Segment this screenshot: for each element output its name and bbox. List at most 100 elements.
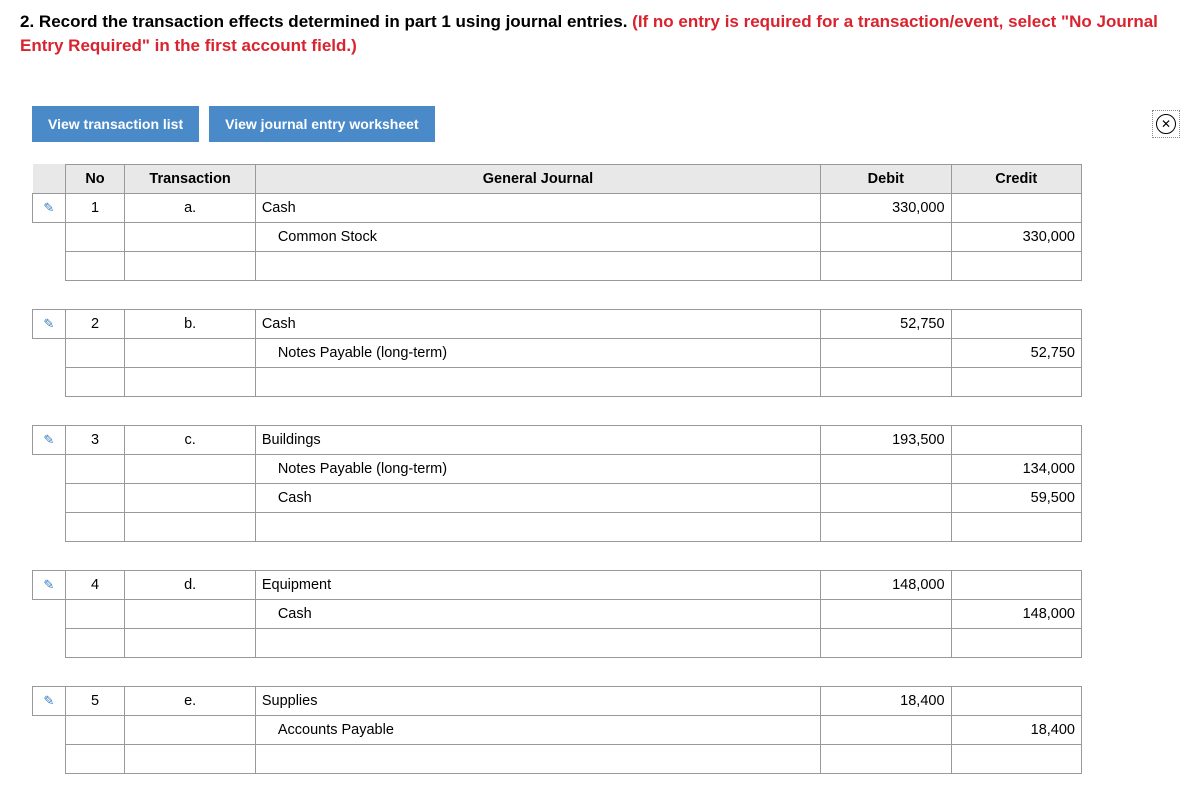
transaction-cell: b. [125,309,255,338]
blank-cell [65,628,125,657]
no-cell: 5 [65,686,125,715]
blank-cell [951,367,1081,396]
account-cell[interactable]: Cash [255,309,820,338]
blank-cell [125,744,255,773]
credit-cell[interactable]: 148,000 [951,599,1081,628]
credit-cell[interactable] [951,193,1081,222]
transaction-cell [125,454,255,483]
transaction-cell: e. [125,686,255,715]
debit-cell[interactable] [821,715,951,744]
edit-cell[interactable]: ✎ [33,425,66,454]
table-row: ✎ 5e.Supplies18,400 [33,686,1082,715]
transaction-cell [125,338,255,367]
credit-cell[interactable] [951,686,1081,715]
account-cell[interactable]: Cash [255,193,820,222]
blank-cell [65,512,125,541]
credit-cell[interactable]: 59,500 [951,483,1081,512]
header-row: No Transaction General Journal Debit Cre… [33,164,1082,193]
debit-cell[interactable]: 18,400 [821,686,951,715]
account-cell[interactable]: Accounts Payable [255,715,820,744]
blank-cell [255,628,820,657]
edit-cell[interactable]: ✎ [33,309,66,338]
debit-cell[interactable]: 148,000 [821,570,951,599]
table-row: Common Stock 330,000 [33,222,1082,251]
spacer-row [33,396,1082,425]
pencil-icon: ✎ [43,432,54,447]
credit-cell[interactable] [951,570,1081,599]
debit-cell[interactable] [821,222,951,251]
no-cell: 2 [65,309,125,338]
edit-cell-empty [33,222,66,251]
journal-table-wrap: No Transaction General Journal Debit Cre… [32,164,1180,774]
instruction-text: 2. Record the transaction effects determ… [20,10,1180,58]
account-cell[interactable]: Equipment [255,570,820,599]
blank-cell [33,367,66,396]
debit-cell[interactable]: 52,750 [821,309,951,338]
table-row: Notes Payable (long-term) 52,750 [33,338,1082,367]
debit-cell[interactable]: 330,000 [821,193,951,222]
blank-cell [821,628,951,657]
blank-cell [951,628,1081,657]
transaction-cell [125,483,255,512]
no-cell [65,222,125,251]
account-cell[interactable]: Buildings [255,425,820,454]
blank-cell [821,251,951,280]
debit-cell[interactable] [821,454,951,483]
account-cell[interactable]: Notes Payable (long-term) [255,454,820,483]
credit-cell[interactable] [951,425,1081,454]
table-row: Notes Payable (long-term) 134,000 [33,454,1082,483]
table-row: ✎4d.Equipment148,000 [33,570,1082,599]
debit-cell[interactable] [821,483,951,512]
edit-cell[interactable]: ✎ [33,193,66,222]
instruction-number: 2. [20,12,34,31]
instruction-body: Record the transaction effects determine… [34,12,632,31]
credit-cell[interactable]: 18,400 [951,715,1081,744]
credit-cell[interactable]: 134,000 [951,454,1081,483]
spacer-row [33,280,1082,309]
debit-cell[interactable] [821,338,951,367]
no-cell: 3 [65,425,125,454]
debit-cell[interactable] [821,599,951,628]
blank-cell [255,744,820,773]
blank-cell [255,512,820,541]
pencil-icon: ✎ [43,693,54,708]
header-general-journal: General Journal [255,164,820,193]
table-row-blank [33,512,1082,541]
debit-cell[interactable]: 193,500 [821,425,951,454]
blank-cell [33,251,66,280]
close-button[interactable]: ✕ [1152,110,1180,138]
credit-cell[interactable]: 330,000 [951,222,1081,251]
transaction-cell [125,599,255,628]
account-cell[interactable]: Notes Payable (long-term) [255,338,820,367]
table-row: ✎ 2b.Cash52,750 [33,309,1082,338]
no-cell: 1 [65,193,125,222]
account-cell[interactable]: Supplies [255,686,820,715]
edit-cell-empty [33,599,66,628]
no-cell [65,338,125,367]
blank-cell [821,744,951,773]
blank-cell [33,744,66,773]
no-cell [65,715,125,744]
edit-cell-empty [33,338,66,367]
transaction-cell [125,715,255,744]
blank-cell [821,512,951,541]
account-cell[interactable]: Cash [255,483,820,512]
blank-cell [951,512,1081,541]
transaction-cell: d. [125,570,255,599]
account-cell[interactable]: Cash [255,599,820,628]
edit-cell-empty [33,483,66,512]
view-journal-worksheet-button[interactable]: View journal entry worksheet [209,106,434,142]
header-credit: Credit [951,164,1081,193]
edit-cell[interactable]: ✎ [33,686,66,715]
table-row: Cash 148,000 [33,599,1082,628]
account-cell[interactable]: Common Stock [255,222,820,251]
edit-cell-empty [33,715,66,744]
journal-table: No Transaction General Journal Debit Cre… [32,164,1082,774]
view-transaction-list-button[interactable]: View transaction list [32,106,199,142]
credit-cell[interactable] [951,309,1081,338]
pencil-icon: ✎ [43,316,54,331]
button-row: View transaction list View journal entry… [32,106,1180,142]
edit-cell[interactable]: ✎ [33,570,66,599]
credit-cell[interactable]: 52,750 [951,338,1081,367]
no-cell [65,483,125,512]
